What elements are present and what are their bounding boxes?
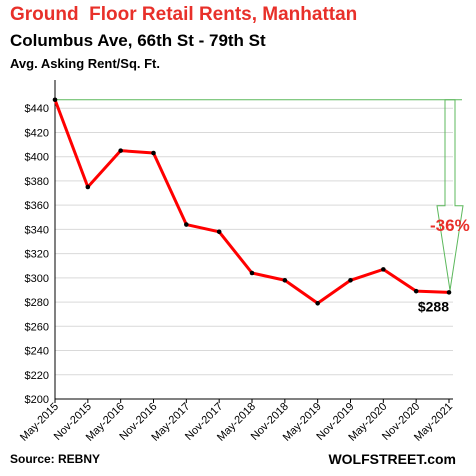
grid-layer <box>55 107 453 376</box>
y-tick-label: $220 <box>25 370 49 382</box>
y-tick-label: $300 <box>25 273 49 285</box>
y-tick-label: $380 <box>25 176 49 188</box>
label-layer: $200 $220 $240 $260 $280 $300 $320 $340 $360 $380… <box>18 103 470 443</box>
data-point <box>282 277 288 283</box>
y-tick-label: $440 <box>25 103 49 115</box>
y-tick-label: $280 <box>25 297 49 309</box>
data-point <box>249 270 255 276</box>
data-point <box>184 222 189 227</box>
y-tick-label: $260 <box>25 321 49 333</box>
data-point <box>381 267 386 272</box>
y-axis-label: Avg. Asking Rent/Sq. Ft. <box>10 56 160 71</box>
y-tick-label: $200 <box>25 394 49 406</box>
data-point <box>85 184 91 190</box>
y-tick-label: $320 <box>25 249 49 261</box>
data-point <box>315 300 320 306</box>
y-tick-label: $360 <box>25 200 49 212</box>
axis-layer <box>54 80 453 403</box>
data-point <box>118 148 123 153</box>
y-tick-label: $340 <box>25 224 49 236</box>
data-point <box>413 288 419 294</box>
data-point <box>52 97 58 103</box>
pct-change-label: -36% <box>430 216 470 235</box>
y-tick-label: $240 <box>25 346 49 358</box>
data-point <box>151 150 156 156</box>
series-layer <box>52 97 452 306</box>
down-arrow <box>436 99 464 291</box>
data-point <box>446 290 452 295</box>
last-value-label: $288 <box>418 298 449 314</box>
source-note: Source: REBNY <box>10 452 101 466</box>
chart-title: Ground Floor Retail Rents, Manhattan <box>10 4 358 25</box>
y-tick-label: $420 <box>25 127 49 139</box>
data-point <box>348 277 353 283</box>
y-tick-label: $400 <box>25 152 49 164</box>
data-point <box>216 229 222 235</box>
chart-subtitle: Columbus Ave, 66th St - 79th St <box>10 31 266 50</box>
watermark-text: WOLFSTREET.com <box>328 451 456 467</box>
change-arrow-layer <box>55 99 464 291</box>
